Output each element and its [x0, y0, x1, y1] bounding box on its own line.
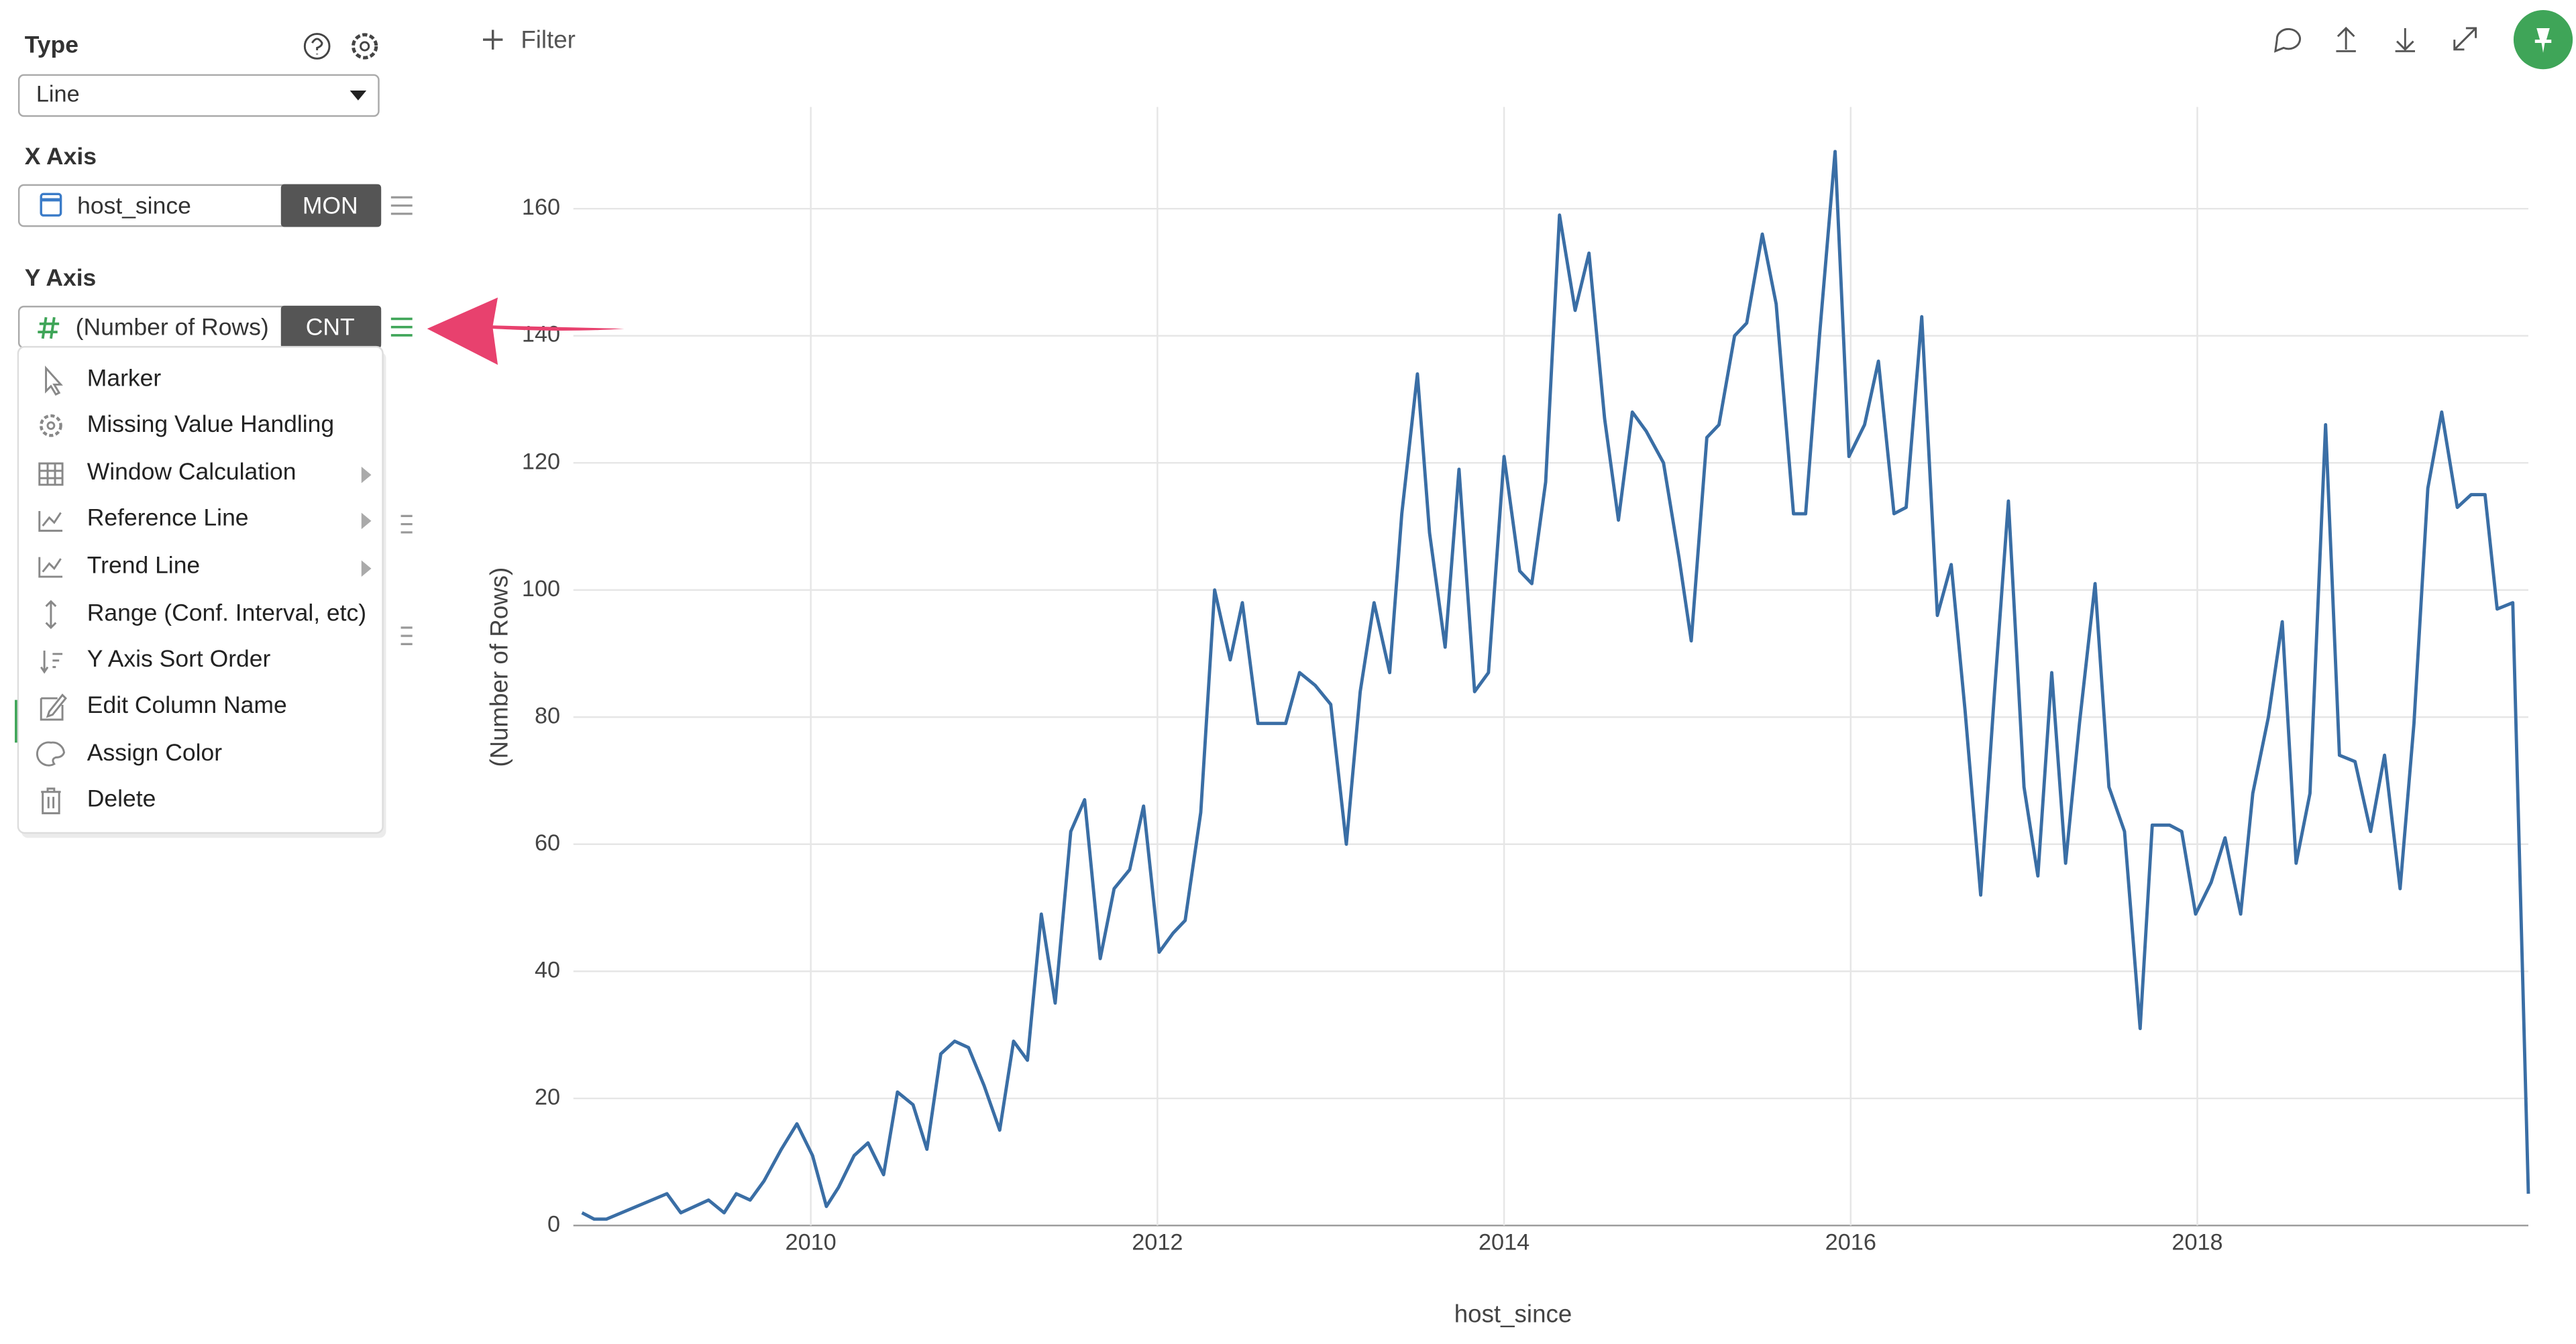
y-tick-label: 120 — [522, 449, 560, 474]
menu-item[interactable]: Range (Conf. Interval, etc) — [87, 600, 366, 626]
help-mark — [311, 38, 323, 55]
menu-item[interactable]: Y Axis Sort Order — [87, 645, 271, 672]
y-tick-label: 160 — [522, 194, 560, 220]
menu-item[interactable]: Assign Color — [87, 739, 222, 766]
data-line — [581, 150, 2530, 1221]
y-tick-label: 0 — [547, 1211, 560, 1237]
y-field[interactable]: (Number of Rows) — [76, 314, 269, 341]
x-field[interactable]: host_since — [77, 192, 191, 219]
menu-item[interactable]: Delete — [87, 785, 156, 811]
download-icon[interactable] — [2395, 27, 2415, 52]
pin-icon — [2534, 28, 2552, 53]
x-tick-label: 2018 — [2171, 1229, 2222, 1255]
type-dropdown[interactable] — [17, 74, 380, 117]
plus-icon — [483, 30, 503, 50]
dropdown-caret — [350, 91, 367, 101]
toolbar-icons — [2274, 26, 2477, 53]
y-tick-label: 140 — [522, 322, 560, 347]
menu-items: Marker Missing Value Handling Window Calcu… — [87, 364, 366, 811]
x-agg[interactable]: MON — [303, 192, 358, 219]
comment-icon[interactable] — [2274, 27, 2301, 53]
upload-icon[interactable] — [2336, 26, 2356, 52]
menu-item[interactable]: Trend Line — [87, 552, 200, 579]
x-menu-icon[interactable] — [390, 196, 413, 215]
x-axis-title: host_since — [1454, 1300, 1572, 1328]
menu-icons — [36, 366, 67, 815]
y-menu-icon[interactable] — [390, 317, 413, 337]
filter-button[interactable]: Filter — [483, 25, 576, 53]
x-tick-label: 2012 — [1132, 1229, 1183, 1255]
context-menu: Marker Missing Value Handling Window Calcu… — [17, 345, 386, 838]
type-value[interactable]: Line — [36, 81, 80, 107]
x-tick-label: 2010 — [786, 1229, 837, 1255]
menu-item[interactable]: Missing Value Handling — [87, 410, 334, 437]
y-tick-label: 60 — [535, 830, 560, 856]
submenu-carets — [361, 466, 372, 577]
menu-item[interactable]: Edit Column Name — [87, 691, 287, 718]
y-tick-label: 100 — [522, 576, 560, 602]
settings-icon[interactable] — [352, 33, 378, 60]
expand-icon[interactable] — [2453, 27, 2477, 51]
menu-panel — [17, 345, 384, 834]
menu-item[interactable]: Marker — [87, 364, 162, 391]
x-tick-label: 2014 — [1479, 1229, 1529, 1255]
x-agg-box[interactable] — [280, 184, 382, 227]
help-icon[interactable] — [303, 33, 331, 60]
menu-item[interactable]: Reference Line — [87, 504, 249, 531]
x-tick-label: 2016 — [1825, 1229, 1876, 1255]
y-axis-label: Y Axis — [25, 264, 97, 291]
filter-label[interactable]: Filter — [521, 25, 576, 53]
number-icon — [38, 317, 60, 339]
settings-center — [360, 41, 370, 52]
type-label: Type — [25, 31, 78, 58]
plot: 0 20 40 60 80 100 120 140 160 2010 2012 2014 2016 201… — [486, 107, 2530, 1328]
y-tick-label: 20 — [535, 1084, 560, 1110]
y-agg-box[interactable] — [280, 305, 382, 349]
pointer-arrow — [427, 297, 625, 366]
y-tick-label: 80 — [535, 703, 560, 728]
x-axis-label: X Axis — [25, 143, 97, 170]
y-tick-label: 40 — [535, 957, 560, 983]
hidden-menu-icons — [400, 514, 413, 645]
calendar-icon — [40, 192, 62, 217]
y-axis-title: (Number of Rows) — [486, 567, 513, 767]
menu-item[interactable]: Window Calculation — [87, 458, 297, 485]
y-agg[interactable]: CNT — [306, 314, 355, 341]
